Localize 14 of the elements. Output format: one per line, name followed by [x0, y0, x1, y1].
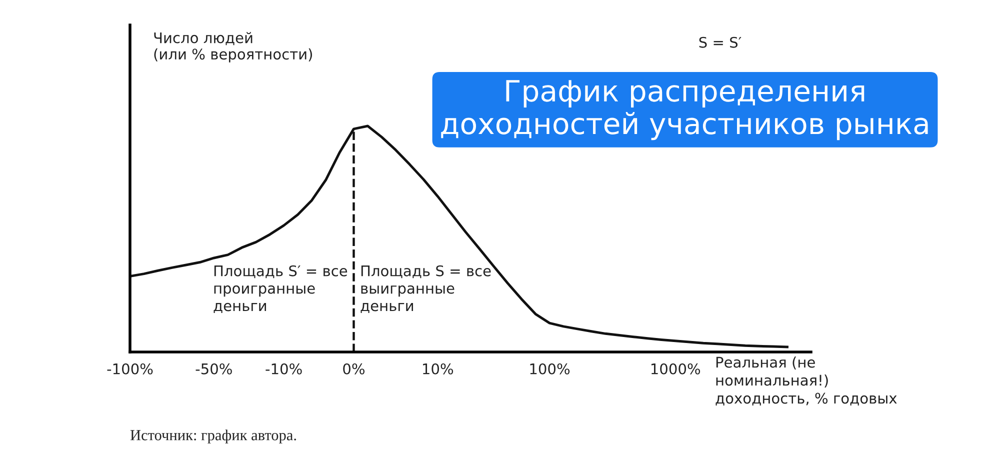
x-tick-label: 10% — [423, 363, 454, 374]
annotation: Площадь S′ = все проигранные деньги — [214, 265, 348, 314]
annotation: Площадь S = все выигранные деньги — [360, 265, 491, 314]
x-tick-label: 0% — [343, 363, 364, 374]
x-tick-label: -100% — [107, 363, 153, 374]
y-axis-title: Число людей (или % вероятности) — [154, 32, 312, 62]
x-tick-label: 100% — [530, 363, 570, 374]
x-axis-title: Реальная (не номинальная!) доходность, % годовых — [716, 356, 897, 406]
x-tick-label: 1000% — [651, 363, 700, 374]
x-tick-label: -10% — [266, 363, 302, 374]
text: S = S′ — [699, 36, 742, 48]
x-tick-label: -50% — [196, 363, 232, 374]
text: Источник: график автора. — [130, 430, 296, 444]
chart-title: График распределения доходностей участников рынка — [441, 80, 928, 140]
